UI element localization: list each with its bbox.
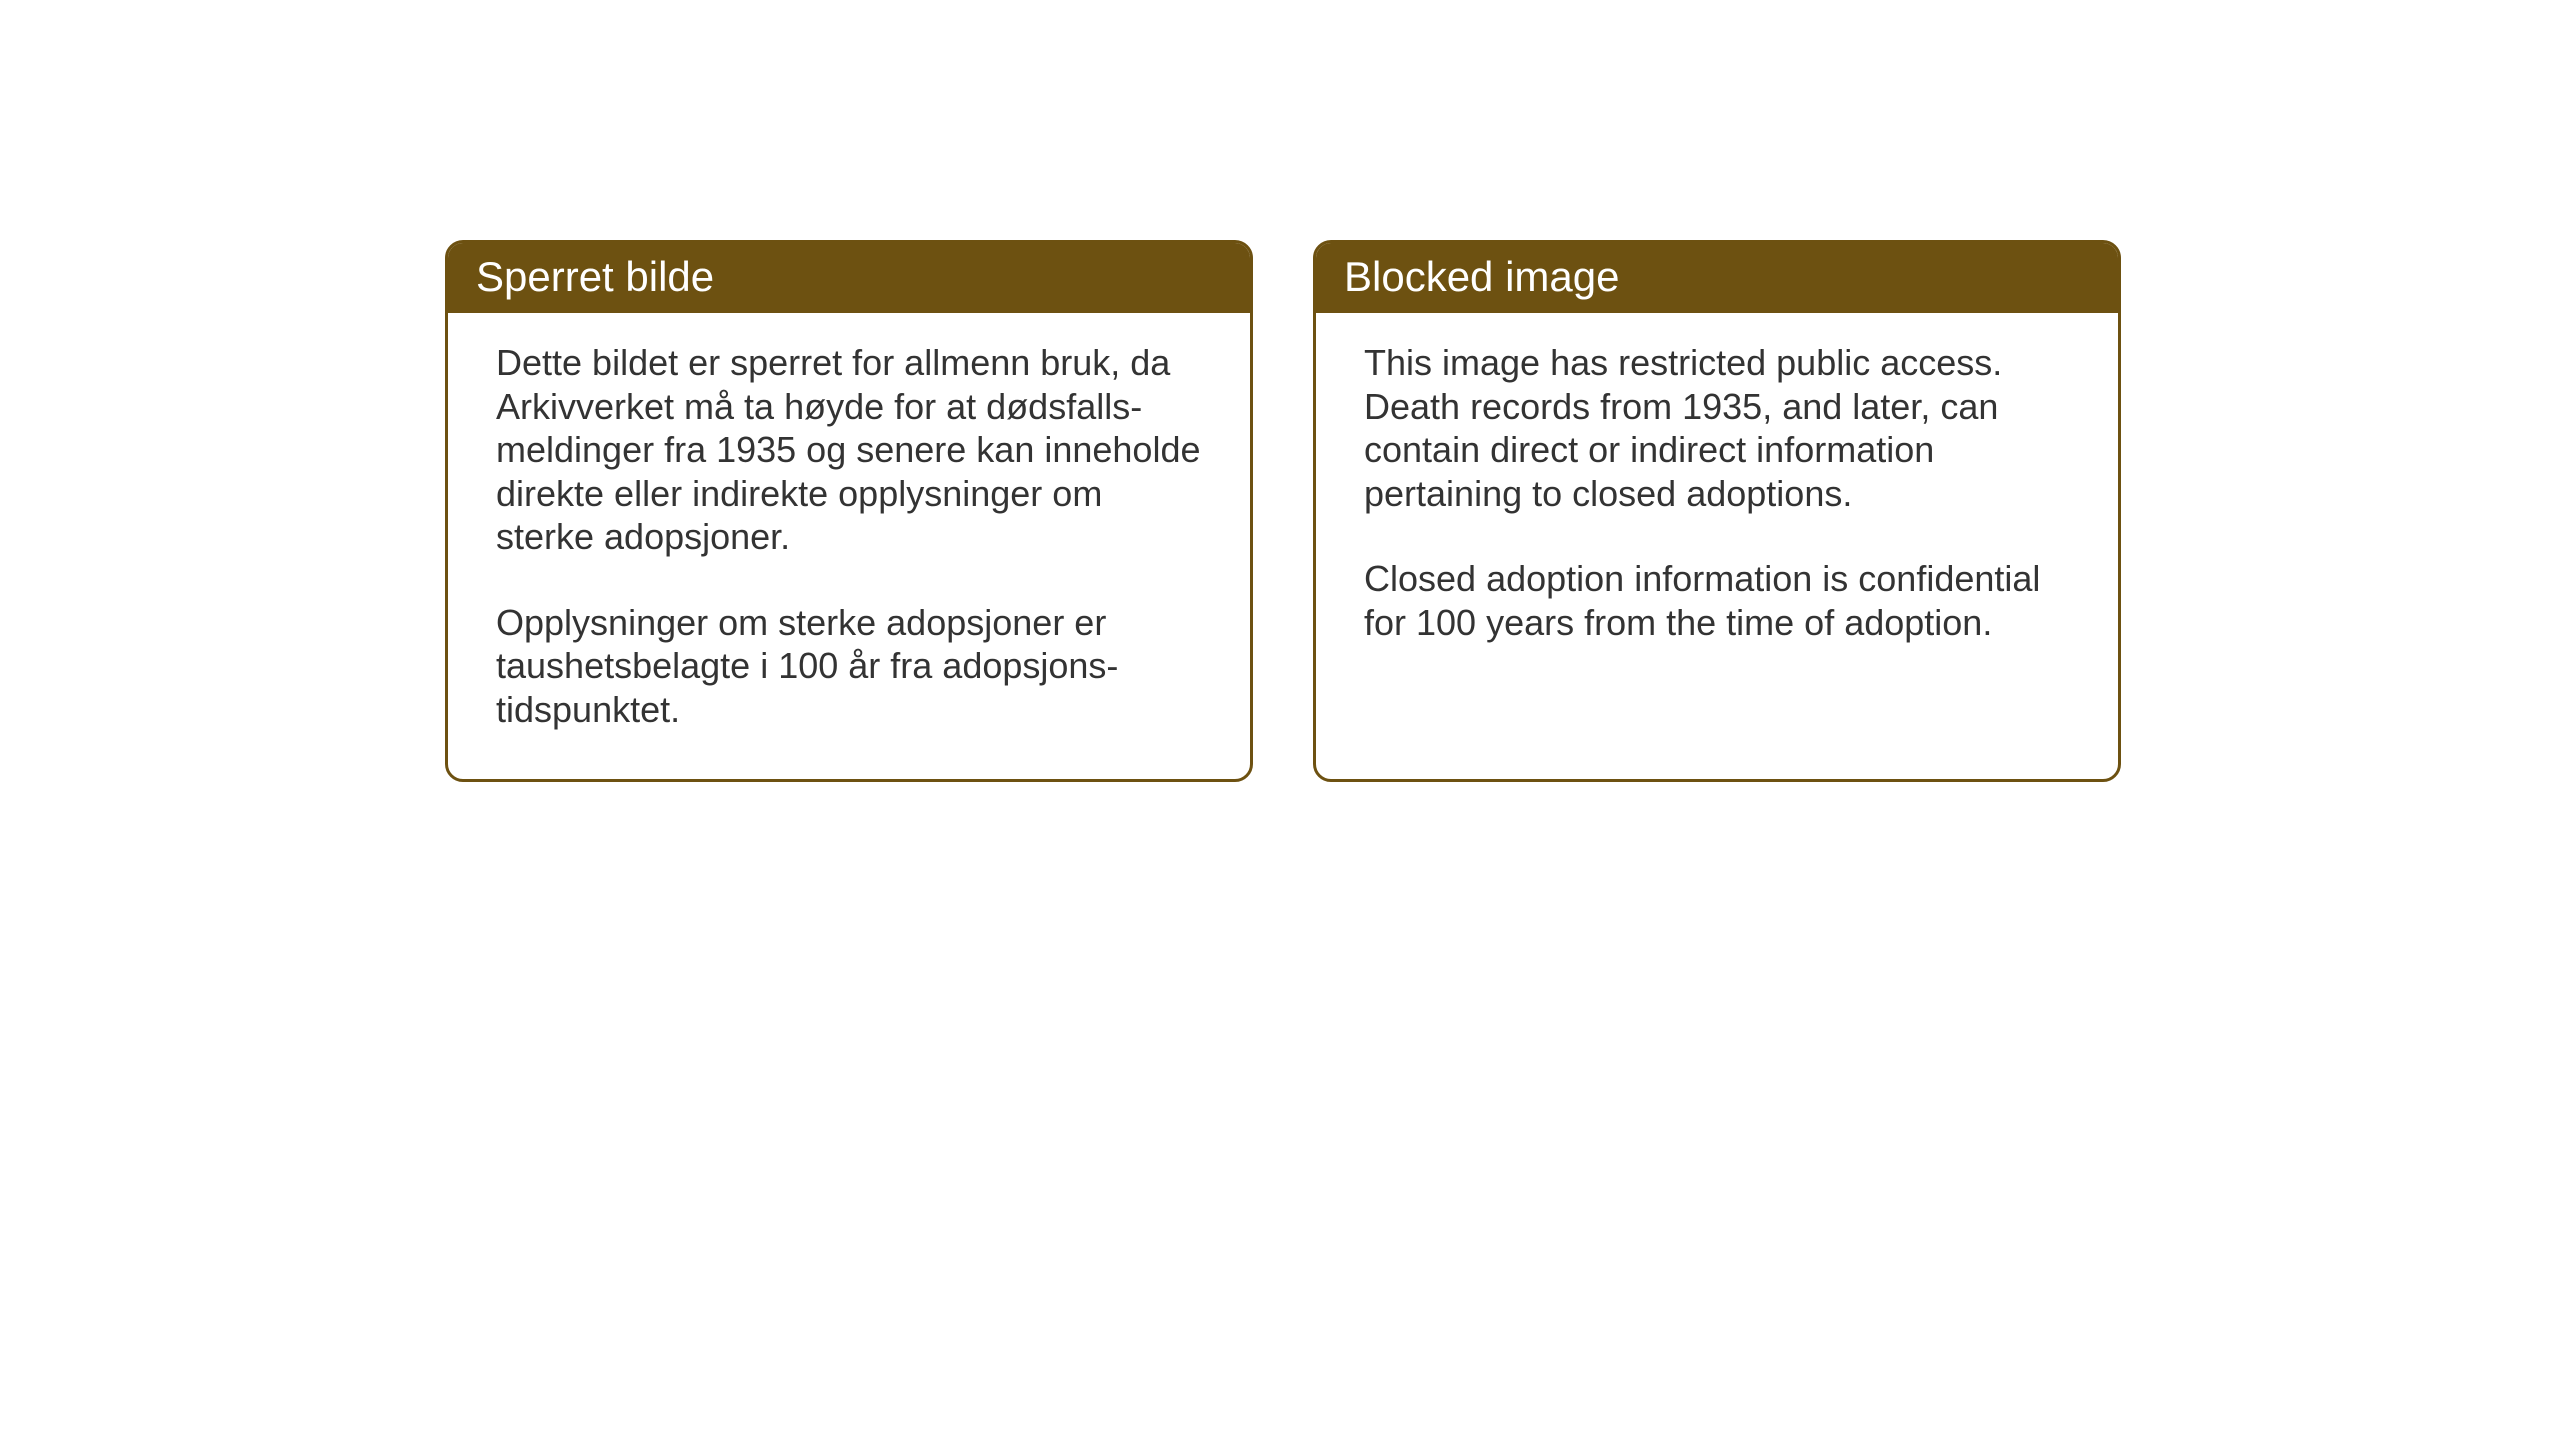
notice-paragraph-1-english: This image has restricted public access.… bbox=[1364, 341, 2070, 515]
notice-title-english: Blocked image bbox=[1344, 253, 1619, 300]
notice-paragraph-1-norwegian: Dette bildet er sperret for allmenn bruk… bbox=[496, 341, 1202, 559]
notice-body-norwegian: Dette bildet er sperret for allmenn bruk… bbox=[448, 313, 1250, 779]
notice-header-english: Blocked image bbox=[1316, 243, 2118, 313]
notice-paragraph-2-english: Closed adoption information is confident… bbox=[1364, 557, 2070, 644]
notice-title-norwegian: Sperret bilde bbox=[476, 253, 714, 300]
notice-container: Sperret bilde Dette bildet er sperret fo… bbox=[445, 240, 2121, 782]
notice-card-english: Blocked image This image has restricted … bbox=[1313, 240, 2121, 782]
notice-header-norwegian: Sperret bilde bbox=[448, 243, 1250, 313]
notice-card-norwegian: Sperret bilde Dette bildet er sperret fo… bbox=[445, 240, 1253, 782]
notice-paragraph-2-norwegian: Opplysninger om sterke adopsjoner er tau… bbox=[496, 601, 1202, 732]
notice-body-english: This image has restricted public access.… bbox=[1316, 313, 2118, 692]
